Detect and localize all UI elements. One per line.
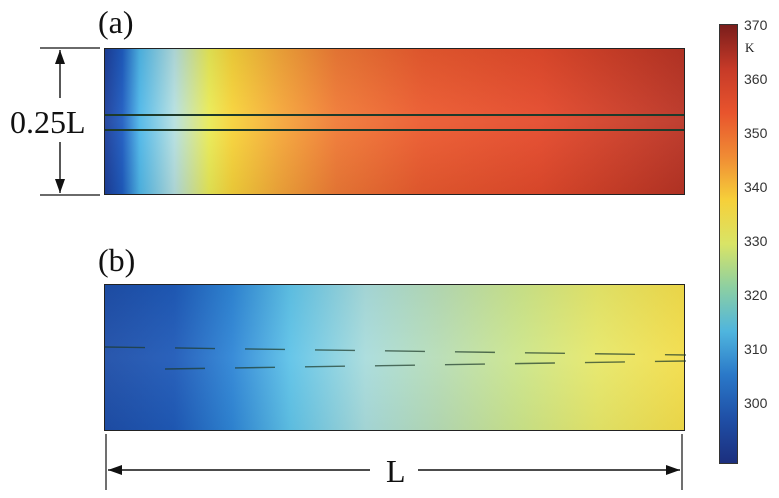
temperature-field-a [104,48,685,195]
field-b-shading [105,285,684,430]
height-arrow-down-head [55,179,65,193]
height-dimension [40,47,100,196]
channel-wall-upper-a [105,114,684,116]
colorbar-tick-330: 330 [744,233,768,249]
colorbar-tick-340: 340 [744,179,768,195]
temperature-field-b [104,284,686,431]
height-arrow-up-head [55,50,65,64]
temperature-colorbar [719,24,738,464]
channel-wall-lower-a [105,129,684,131]
channel-walls-b [105,346,686,370]
panel-label-a: (a) [98,4,134,40]
length-arrow-right-head [666,465,680,475]
length-label: L [386,453,406,489]
colorbar-tick-320: 320 [744,287,768,303]
channel-wall-upper-b [105,346,686,356]
length-arrow-left-head [108,465,122,475]
colorbar-tick-300: 300 [744,395,768,411]
length-dimension [105,434,683,490]
panel-label-b: (b) [98,242,136,278]
colorbar-tick-350: 350 [744,125,768,141]
colorbar-tick-310: 310 [744,341,768,357]
colorbar-unit: K [745,40,755,55]
channel-wall-lower-b [164,360,686,370]
field-a-shading [105,49,684,194]
colorbar-tick-370: 370 [744,17,768,33]
height-label: 0.25L [10,104,86,140]
colorbar-tick-360: 360 [744,71,768,87]
